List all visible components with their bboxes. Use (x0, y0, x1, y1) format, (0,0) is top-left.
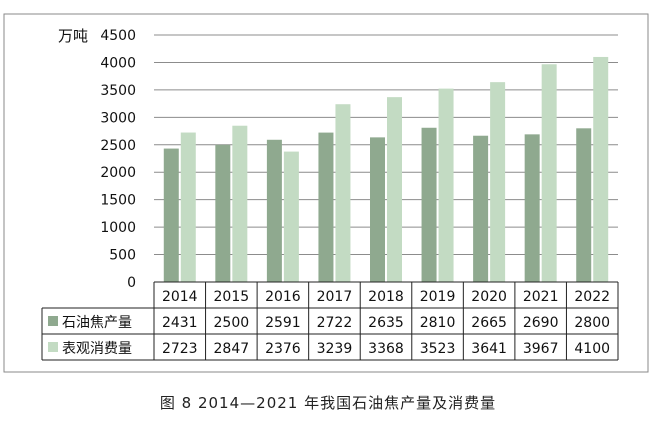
data-label: 2665 (471, 315, 507, 331)
y-tick-label: 4000 (100, 55, 136, 71)
data-table: 2014 2015 2016 2017 2018 2019 2020 2021 2022 石油焦产… (41, 281, 619, 361)
y-tick-label: 2500 (100, 138, 136, 154)
y-tick-label: 1000 (100, 220, 136, 236)
bar-consumption (438, 88, 454, 283)
y-tick-label: 0 (127, 275, 136, 291)
y-tick-label: 3000 (100, 110, 136, 126)
data-label: 3641 (471, 341, 507, 357)
x-tick-label: 2014 (162, 289, 198, 305)
y-tick-label: 2000 (100, 165, 136, 181)
data-label: 2635 (368, 315, 404, 331)
chart-svg: 万吨 050010001500200025003000350040004500 … (3, 13, 649, 373)
x-tick-label: 2021 (523, 289, 559, 305)
bar-consumption (541, 64, 557, 283)
data-label: 3368 (368, 341, 404, 357)
bars-layer (163, 56, 609, 283)
data-label: 3523 (420, 341, 456, 357)
bar-production (163, 148, 179, 282)
legend-swatch (48, 342, 58, 352)
x-tick-label: 2019 (420, 289, 456, 305)
bar-production (266, 139, 282, 282)
x-tick-label: 2018 (368, 289, 404, 305)
x-tick-label: 2022 (574, 289, 610, 305)
x-tick-label: 2020 (471, 289, 507, 305)
legend-swatch (48, 316, 58, 326)
bar-production (576, 128, 592, 282)
grid-layer (154, 34, 618, 256)
bar-consumption (490, 82, 506, 282)
bar-consumption (387, 97, 402, 283)
bar-consumption (335, 104, 351, 282)
bar-consumption (283, 151, 299, 282)
bar-production (370, 137, 385, 282)
y-tick-label: 3500 (100, 83, 136, 99)
bar-production (473, 135, 489, 282)
data-label: 4100 (574, 341, 610, 357)
bar-production (215, 144, 231, 282)
bar-production (421, 127, 437, 282)
bar-production (524, 134, 540, 282)
data-label: 2723 (162, 341, 198, 357)
bar-production (318, 132, 334, 282)
data-label: 2591 (265, 315, 301, 331)
data-label: 2376 (265, 341, 301, 357)
data-label: 2847 (214, 341, 250, 357)
bar-consumption (180, 132, 196, 282)
data-label: 3967 (523, 341, 559, 357)
figure-caption: 图 8 2014—2021 年我国石油焦产量及消费量 (159, 394, 497, 412)
x-tick-label: 2015 (214, 289, 250, 305)
data-label: 2722 (317, 315, 353, 331)
y-tick-label: 500 (109, 248, 136, 264)
y-axis-unit-label: 万吨 (58, 27, 88, 45)
x-tick-label: 2017 (317, 289, 353, 305)
axis-layer: 万吨 0 500 1000 1500 2000 2500 3000 3500 4000 4500 (58, 27, 136, 291)
data-label: 2810 (420, 315, 456, 331)
y-tick-label: 1500 (100, 193, 136, 209)
data-label: 2500 (214, 315, 250, 331)
bar-consumption (232, 125, 248, 283)
data-label: 2431 (162, 315, 198, 331)
legend-series-name: 表观消费量 (62, 341, 132, 357)
legend-series-name: 石油焦产量 (62, 315, 132, 331)
y-tick-label: 4500 (100, 28, 136, 44)
data-label: 2690 (523, 315, 559, 331)
bar-consumption (593, 56, 609, 283)
data-label: 2800 (574, 315, 610, 331)
x-tick-label: 2016 (265, 289, 301, 305)
data-label: 3239 (317, 341, 353, 357)
